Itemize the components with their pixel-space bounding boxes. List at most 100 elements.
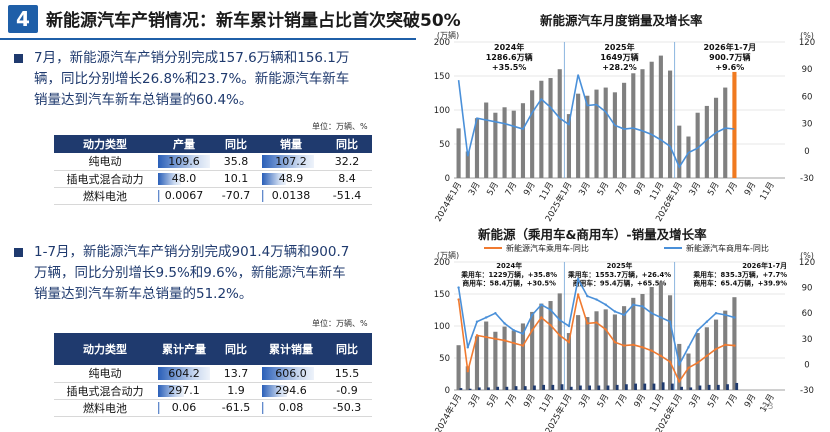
right-axis-unit: (%) [800, 31, 814, 40]
annotation-year: 2026年1-7月 [703, 42, 756, 52]
right-axis-unit: (%) [800, 251, 814, 260]
bar-commercial [505, 386, 509, 390]
growth-point [659, 316, 663, 319]
bar [612, 314, 617, 390]
bar [548, 301, 553, 390]
growth-point [641, 346, 644, 349]
growth-point [696, 329, 699, 332]
x-tick-label: 7月 [504, 393, 520, 410]
page-number: 23 [762, 402, 774, 412]
x-tick-label: 7月 [724, 393, 740, 410]
bar [649, 286, 654, 390]
growth-point [705, 320, 709, 323]
y-tick-label: 150 [434, 72, 450, 82]
cell-value: 604.2 [168, 366, 200, 380]
table-cell: 0.0067 [156, 187, 212, 205]
bar [649, 61, 654, 178]
bar [677, 343, 682, 390]
growth-point [512, 341, 515, 345]
bullet-line: 万辆，同比分别增长9.5%和9.6%，新能源汽车新车 [34, 265, 346, 281]
x-tick-label: 3月 [688, 393, 704, 410]
growth-point [659, 354, 663, 358]
bar [502, 107, 507, 178]
table-cell: -51.4 [322, 187, 372, 205]
table-cell: 燃料电池 [54, 187, 156, 205]
growth-point [678, 380, 681, 383]
growth-point [466, 370, 469, 373]
slide-header: 4 新能源汽车产销情况：新车累计销量占比首次突破50% [0, 0, 520, 38]
growth-point [540, 303, 543, 306]
annotation-growth: +9.6% [715, 63, 744, 72]
section-number: 4 [8, 5, 38, 33]
growth-point [457, 298, 460, 301]
bar [686, 353, 691, 390]
growth-point [622, 313, 626, 317]
annotation-total: 900.7万辆 [709, 52, 750, 62]
y2-tick-label: 60 [802, 309, 813, 319]
cell-value: 燃料电池 [83, 401, 127, 415]
table-cell: 8.4 [322, 170, 372, 188]
bar-commercial [514, 386, 518, 390]
bar [704, 327, 709, 390]
table-row: 燃料电池 0.06 -61.5 0.08 -50.3 [54, 399, 372, 417]
table-header-row: 动力类型 累计产量 同比 累计销量 同比 [54, 333, 372, 365]
table-header-row: 动力类型 产量 同比 销量 同比 [54, 135, 372, 153]
bar-commercial [597, 385, 601, 390]
data-bar [262, 367, 314, 380]
table-cell: 燃料电池 [54, 399, 156, 417]
x-tick-label: 9月 [743, 393, 759, 410]
y-tick-label: 0 [445, 174, 450, 184]
bar [511, 110, 516, 178]
x-tick-label: 7月 [614, 393, 630, 410]
cell-value: 纯电动 [88, 367, 122, 381]
title-underline [0, 38, 416, 40]
bar [511, 330, 516, 390]
bar [502, 326, 507, 390]
x-tick-label: 5月 [706, 181, 722, 198]
bar [585, 317, 590, 390]
table-cell: 纯电动 [54, 365, 156, 383]
cell-value: 48.9 [278, 172, 304, 185]
cell-value: 297.1 [168, 384, 200, 397]
growth-point [586, 294, 589, 298]
annotation-total: 1649万辆 [600, 52, 638, 62]
cell-value: -70.7 [221, 189, 251, 202]
growth-point [650, 349, 653, 352]
y2-tick-label: 0 [804, 360, 809, 370]
bar [594, 89, 599, 178]
cell-value: 10.1 [223, 172, 249, 185]
bar-commercial [615, 384, 619, 390]
growth-point [687, 346, 690, 349]
y2-tick-label: 120 [799, 38, 815, 48]
growth-point [724, 313, 727, 317]
bar-commercial [468, 388, 472, 390]
bar-commercial [579, 385, 582, 390]
x-tick-label: 5月 [596, 181, 612, 198]
x-tick-label: 9月 [522, 393, 538, 410]
bullet-square-icon [14, 54, 23, 63]
bar [456, 345, 461, 390]
y2-tick-label: 0 [804, 147, 809, 157]
cell-value: 1.9 [227, 384, 245, 397]
growth-point [503, 339, 506, 342]
growth-point [604, 303, 607, 306]
annotation-growth: +35.5% [492, 63, 526, 72]
x-tick-label: 9月 [632, 181, 648, 198]
annotation-year: 2026年1-7月 [742, 261, 787, 270]
table1-unit: 单位：万辆、% [312, 122, 368, 131]
table-cell: 1.9 [212, 382, 260, 400]
cell-value: 32.2 [334, 154, 360, 168]
bar-commercial [459, 388, 463, 390]
bar [548, 78, 553, 178]
growth-point [576, 277, 580, 281]
growth-point [494, 312, 497, 315]
table-cell: 13.7 [212, 365, 260, 383]
bullet-cumulative: 1-7月，新能源汽车产销分别完成901.4万辆和900.7 万辆，同比分别增长9… [14, 242, 414, 308]
annotation-growth: +28.2% [602, 63, 636, 72]
bullet-square-icon [14, 248, 23, 257]
cell-value: -50.3 [332, 401, 362, 414]
table-row: 纯电动 604.2 13.7 606.0 15.5 [54, 365, 372, 383]
table-cell: 插电式混合动力 [54, 170, 156, 188]
table-cell: 48.0 [156, 170, 212, 188]
x-tick-label: 5月 [485, 393, 501, 410]
